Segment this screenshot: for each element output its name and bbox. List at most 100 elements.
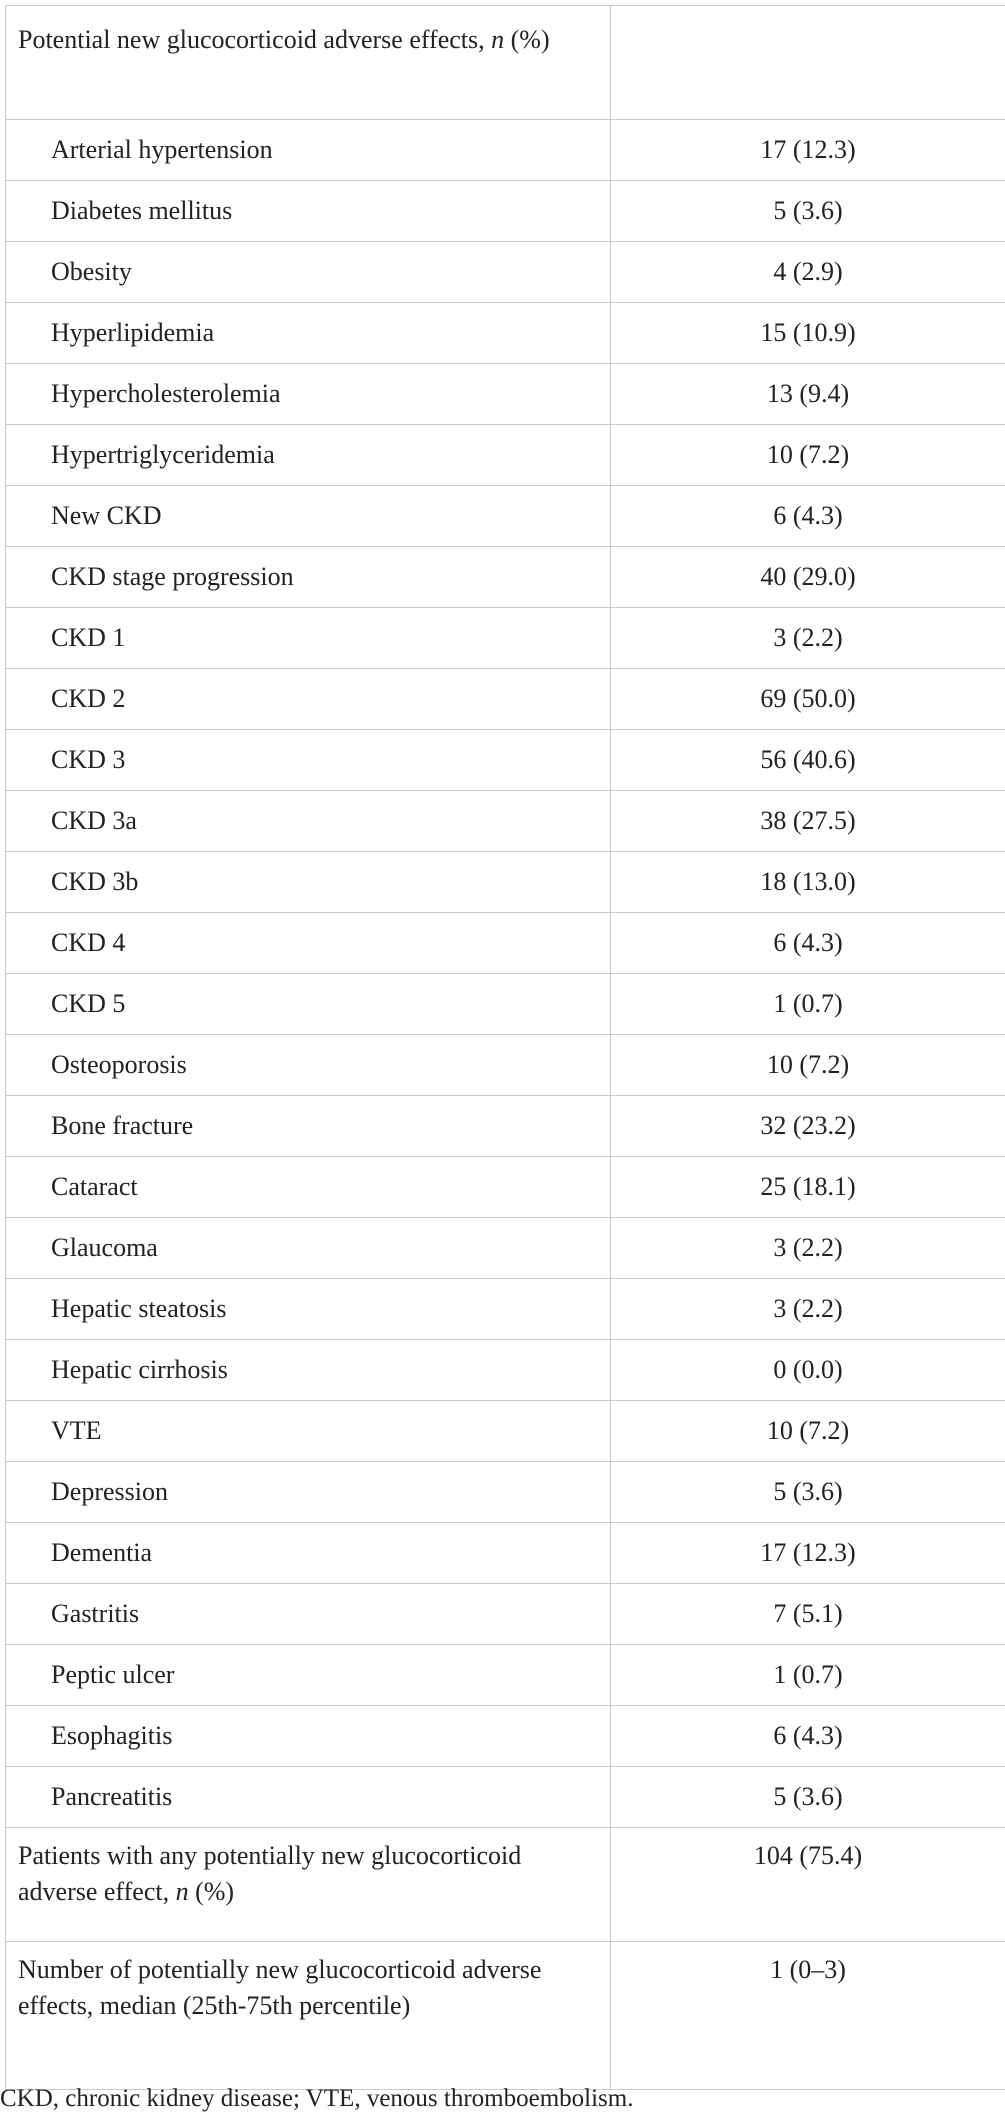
row-value: 6 (4.3)	[611, 486, 1005, 547]
row-label: Obesity	[6, 242, 611, 303]
row-value: 5 (3.6)	[611, 181, 1005, 242]
row-value: 5 (3.6)	[611, 1767, 1005, 1828]
row-label: Hyperlipidemia	[6, 303, 611, 364]
summary-count-row: Number of potentially new glucocorticoid…	[6, 1942, 1005, 2090]
section-header-row: Potential new glucocorticoid adverse eff…	[6, 6, 1005, 120]
row-label: Peptic ulcer	[6, 1645, 611, 1706]
row-value: 3 (2.2)	[611, 1218, 1005, 1279]
row-value: 38 (27.5)	[611, 791, 1005, 852]
summary-any-value: 104 (75.4)	[611, 1828, 1005, 1942]
row-value: 3 (2.2)	[611, 1279, 1005, 1340]
row-value: 10 (7.2)	[611, 425, 1005, 486]
row-value: 69 (50.0)	[611, 669, 1005, 730]
summary-any-row: Patients with any potentially new glucoc…	[6, 1828, 1005, 1942]
row-label: Bone fracture	[6, 1096, 611, 1157]
row-label: Cataract	[6, 1157, 611, 1218]
row-value: 3 (2.2)	[611, 608, 1005, 669]
summary-count-value: 1 (0–3)	[611, 1942, 1005, 2090]
section-header-value	[611, 6, 1005, 120]
row-label: Hypercholesterolemia	[6, 364, 611, 425]
row-label: CKD stage progression	[6, 547, 611, 608]
adverse-effects-table: Potential new glucocorticoid adverse eff…	[5, 5, 1005, 2090]
row-label: Dementia	[6, 1523, 611, 1584]
section-header-label-suffix: (%)	[504, 25, 549, 54]
row-value: 13 (9.4)	[611, 364, 1005, 425]
row-value: 25 (18.1)	[611, 1157, 1005, 1218]
row-value: 17 (12.3)	[611, 120, 1005, 181]
row-value: 6 (4.3)	[611, 1706, 1005, 1767]
row-value: 7 (5.1)	[611, 1584, 1005, 1645]
summary-any-n: n	[176, 1877, 189, 1906]
section-header-label-prefix: Potential new glucocorticoid adverse eff…	[18, 25, 491, 54]
row-label: CKD 3b	[6, 852, 611, 913]
row-label: Pancreatitis	[6, 1767, 611, 1828]
row-label: CKD 2	[6, 669, 611, 730]
row-value: 1 (0.7)	[611, 1645, 1005, 1706]
row-label: Depression	[6, 1462, 611, 1523]
summary-count-label: Number of potentially new glucocorticoid…	[6, 1942, 611, 2090]
row-label: Glaucoma	[6, 1218, 611, 1279]
row-value: 0 (0.0)	[611, 1340, 1005, 1401]
table-footnote: CKD, chronic kidney disease; VTE, venous…	[0, 2084, 633, 2114]
row-label: Hepatic cirrhosis	[6, 1340, 611, 1401]
row-label: Esophagitis	[6, 1706, 611, 1767]
row-value: 56 (40.6)	[611, 730, 1005, 791]
row-label: VTE	[6, 1401, 611, 1462]
row-label: Gastritis	[6, 1584, 611, 1645]
row-label: Hypertriglyceridemia	[6, 425, 611, 486]
row-label: Hepatic steatosis	[6, 1279, 611, 1340]
row-value: 17 (12.3)	[611, 1523, 1005, 1584]
row-value: 40 (29.0)	[611, 547, 1005, 608]
row-label: Diabetes mellitus	[6, 181, 611, 242]
row-value: 10 (7.2)	[611, 1401, 1005, 1462]
row-label: CKD 4	[6, 913, 611, 974]
row-value: 18 (13.0)	[611, 852, 1005, 913]
row-label: Arterial hypertension	[6, 120, 611, 181]
adverse-effects-table-container: Potential new glucocorticoid adverse eff…	[5, 5, 1005, 2090]
row-value: 5 (3.6)	[611, 1462, 1005, 1523]
row-value: 32 (23.2)	[611, 1096, 1005, 1157]
section-header-n: n	[491, 25, 504, 54]
row-label: New CKD	[6, 486, 611, 547]
row-value: 6 (4.3)	[611, 913, 1005, 974]
row-value: 4 (2.9)	[611, 242, 1005, 303]
summary-any-label-suffix: (%)	[189, 1877, 234, 1906]
section-header-label: Potential new glucocorticoid adverse eff…	[6, 6, 611, 120]
summary-any-label: Patients with any potentially new glucoc…	[6, 1828, 611, 1942]
row-label: Osteoporosis	[6, 1035, 611, 1096]
row-value: 1 (0.7)	[611, 974, 1005, 1035]
row-label: CKD 1	[6, 608, 611, 669]
row-label: CKD 3	[6, 730, 611, 791]
row-value: 15 (10.9)	[611, 303, 1005, 364]
row-label: CKD 5	[6, 974, 611, 1035]
row-value: 10 (7.2)	[611, 1035, 1005, 1096]
